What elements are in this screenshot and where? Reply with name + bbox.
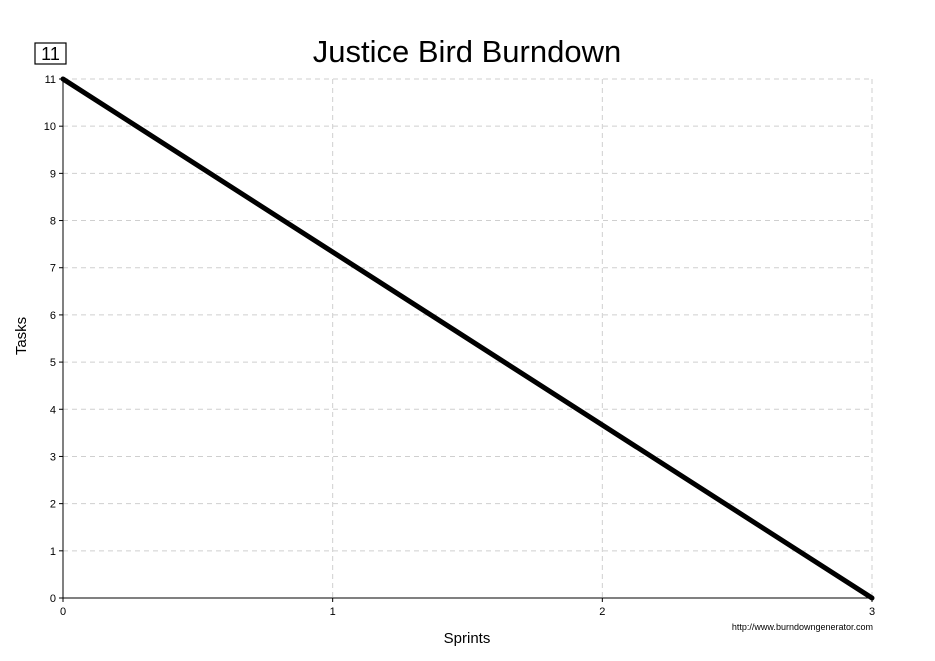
x-axis-title: Sprints bbox=[444, 630, 491, 647]
x-tick-label: 0 bbox=[60, 606, 66, 618]
total-tasks-badge: 11 bbox=[41, 44, 60, 64]
x-tick-label: 3 bbox=[869, 606, 875, 618]
y-tick-label: 6 bbox=[50, 310, 56, 322]
source-credit: http://www.burndowngenerator.com bbox=[732, 622, 873, 632]
y-axis-title: Tasks bbox=[13, 317, 30, 355]
y-tick-label: 0 bbox=[50, 593, 56, 605]
y-tick-label: 11 bbox=[45, 74, 56, 86]
y-tick-label: 10 bbox=[44, 121, 56, 133]
x-tick-label: 2 bbox=[599, 606, 605, 618]
y-tick-label: 5 bbox=[50, 357, 56, 369]
y-tick-label: 3 bbox=[50, 451, 56, 463]
series-point bbox=[870, 596, 874, 600]
y-tick-label: 1 bbox=[50, 546, 56, 558]
tick-layer: 0 1 2 3 4 5 6 7 8 9 10 11 0 1 2 3 bbox=[44, 74, 875, 618]
chart-title: Justice Bird Burndown bbox=[313, 34, 621, 69]
y-tick-label: 2 bbox=[50, 499, 56, 511]
y-tick-label: 7 bbox=[50, 263, 56, 275]
series-point bbox=[61, 77, 65, 81]
y-tick-label: 9 bbox=[50, 168, 56, 180]
total-tasks-badge-box bbox=[34, 42, 67, 65]
grid-layer bbox=[63, 78, 873, 598]
x-tick-label: 1 bbox=[330, 606, 336, 618]
y-tick-label: 4 bbox=[50, 404, 56, 416]
y-tick-label: 8 bbox=[50, 216, 56, 228]
burndown-series-line bbox=[60, 76, 875, 601]
series-layer bbox=[60, 76, 875, 601]
axis-layer bbox=[62, 77, 872, 599]
